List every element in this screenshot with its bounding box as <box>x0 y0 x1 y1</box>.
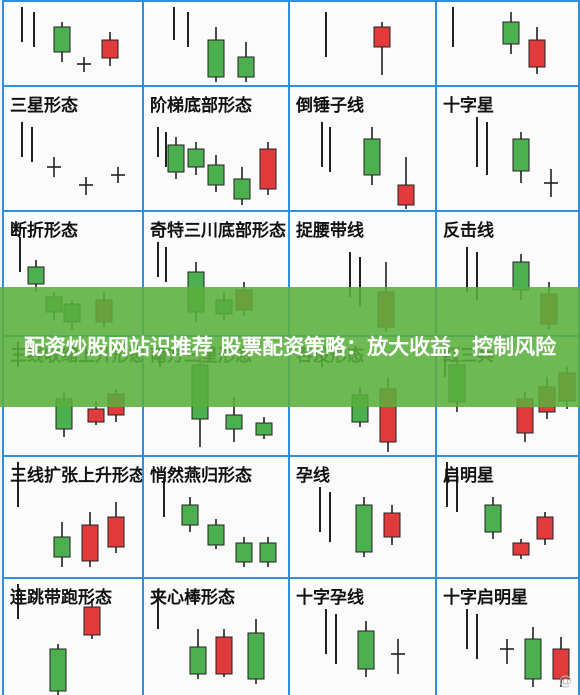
pattern-cell: 三线扩张上升形态 <box>2 455 144 579</box>
candlestick-diagram <box>21 122 125 195</box>
pattern-title: 连跳带跑形态 <box>10 588 112 608</box>
pattern-title: 夹心棒形态 <box>150 588 235 608</box>
bullish-candle <box>383 505 401 545</box>
bullish-candle <box>107 502 125 553</box>
bearish-candle <box>207 519 225 549</box>
bearish-candle <box>27 260 45 292</box>
pattern-cell <box>142 0 290 87</box>
candlestick-diagram <box>321 122 415 209</box>
doji-cross <box>111 167 125 183</box>
pattern-cell <box>288 0 437 87</box>
bearish-candle <box>363 127 381 185</box>
doji-cross <box>500 639 514 664</box>
bearish-candle <box>259 537 277 567</box>
candlestick-diagram <box>157 589 265 684</box>
pattern-cell: 倒锤子线 <box>288 85 437 212</box>
bearish-candle <box>53 22 71 62</box>
bullish-candle <box>101 32 119 66</box>
overlay-banner: 配资炒股网站识推荐 股票配资策略：放大收益，控制风险 <box>0 287 580 407</box>
candlestick-diagram <box>476 117 558 197</box>
pattern-title: 阶梯底部形态 <box>150 96 252 116</box>
doji-cross <box>544 169 558 197</box>
pattern-cell: 三星形态 <box>2 85 144 212</box>
pattern-title: 倒锤子线 <box>296 96 364 116</box>
bearish-candle <box>502 12 520 54</box>
bearish-candle <box>187 142 205 175</box>
candlestick-diagram <box>163 479 277 567</box>
bullish-candle <box>81 512 99 567</box>
bullish-candle <box>528 27 546 74</box>
pattern-title: 三星形态 <box>10 96 78 116</box>
doji-cross <box>77 57 91 72</box>
pattern-cell: 启明星 <box>435 455 580 579</box>
pattern-title: 三线扩张上升形态 <box>10 466 144 486</box>
pattern-title: 十字孕线 <box>296 588 364 608</box>
candlestick-diagram <box>21 7 119 72</box>
bearish-candle <box>237 42 255 82</box>
bearish-candle <box>167 137 185 179</box>
candlestick-diagram <box>17 462 125 567</box>
bearish-candle <box>512 132 530 183</box>
pattern-title: 断折形态 <box>10 221 78 241</box>
candlestick-diagram <box>17 584 101 695</box>
bullish-candle <box>259 142 277 195</box>
pattern-title: 悄然燕归形态 <box>150 466 252 486</box>
pattern-title: 十字星 <box>443 96 494 116</box>
doji-cross <box>79 177 93 195</box>
pattern-cell: 夹心棒形态 <box>142 577 290 695</box>
watermark-icon: @ <box>559 674 572 689</box>
doji-cross <box>391 639 405 674</box>
pattern-title: 捉腰带线 <box>296 221 364 241</box>
pattern-cell: 连跳带跑形态 <box>2 577 144 695</box>
pattern-cell <box>2 0 144 87</box>
candlestick-diagram <box>325 12 391 75</box>
bearish-candle <box>255 417 273 439</box>
bullish-candle <box>215 629 233 677</box>
bearish-candle <box>189 629 207 679</box>
bearish-candle <box>235 537 253 567</box>
bullish-candle <box>83 599 101 639</box>
candlestick-diagram <box>157 127 277 205</box>
bearish-candle <box>355 497 373 557</box>
bearish-candle <box>357 621 375 677</box>
pattern-cell: 十字孕线 <box>288 577 437 695</box>
pattern-cell: 孕线 <box>288 455 437 579</box>
bearish-candle <box>207 155 225 192</box>
doji-cross <box>47 157 61 177</box>
candlestick-diagram <box>325 609 405 677</box>
banner-title: 配资炒股网站识推荐 股票配资策略：放大收益，控制风险 <box>23 335 557 359</box>
pattern-cell: 阶梯底部形态 <box>142 85 290 212</box>
bearish-candle <box>49 644 67 695</box>
bearish-candle <box>207 27 225 82</box>
candlestick-diagram <box>173 7 255 82</box>
bearish-candle <box>233 167 251 205</box>
bearish-candle <box>181 497 199 532</box>
bearish-candle <box>524 627 542 687</box>
pattern-title: 孕线 <box>296 466 330 486</box>
pattern-cell <box>435 0 580 87</box>
bullish-candle <box>512 539 530 559</box>
pattern-cell: 十字星 <box>435 85 580 212</box>
candlestick-diagram <box>319 487 401 557</box>
bearish-candle <box>247 619 265 684</box>
bullish-candle <box>373 22 391 75</box>
pattern-title: 奇特三川底部形态 <box>150 221 286 241</box>
candlestick-diagram <box>466 609 570 687</box>
candlestick-diagram <box>446 462 554 559</box>
bullish-candle <box>536 512 554 545</box>
pattern-cell: 悄然燕归形态 <box>142 455 290 579</box>
pattern-title: 启明星 <box>443 466 494 486</box>
pattern-title: 反击线 <box>443 221 494 241</box>
pattern-title: 十字启明星 <box>443 588 528 608</box>
bearish-candle <box>53 522 71 567</box>
bullish-candle <box>397 157 415 209</box>
pattern-cell: 十字启明星 <box>435 577 580 695</box>
bearish-candle <box>484 497 502 539</box>
bullish-candle <box>552 637 570 687</box>
candlestick-diagram <box>452 7 546 74</box>
